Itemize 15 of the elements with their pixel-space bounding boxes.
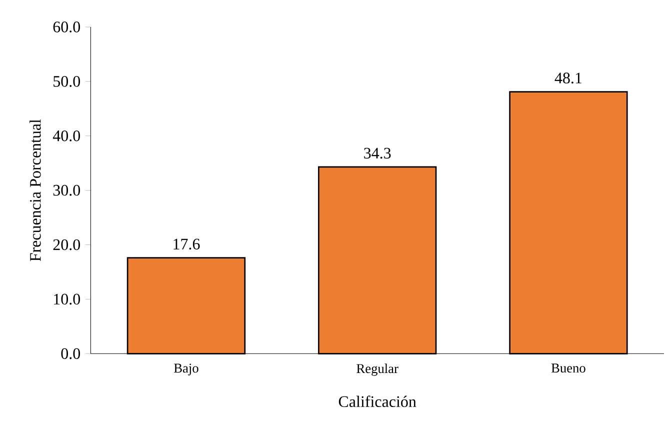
y-tick-label: 0.0 (61, 348, 80, 360)
x-tick-label: Bajo (174, 364, 198, 376)
data-label: 17.6 (174, 238, 200, 250)
y-tick-label: 60.0 (53, 22, 80, 32)
x-tick-label: Regular (356, 364, 398, 376)
y-tick-label: 50.0 (54, 76, 80, 87)
data-label: 48.1 (554, 72, 582, 84)
x-axis-title: Calificación (338, 396, 416, 408)
y-tick-label: 40.0 (52, 130, 80, 142)
y-tick-label: 10.0 (54, 294, 80, 305)
y-tick-label: 30.0 (53, 184, 80, 196)
y-tick-label: 20.0 (53, 239, 80, 250)
x-tick-label: Bueno (551, 364, 586, 373)
data-label: 34.3 (364, 148, 391, 159)
y-axis-title: Frecuencia Porcentual (30, 119, 41, 262)
